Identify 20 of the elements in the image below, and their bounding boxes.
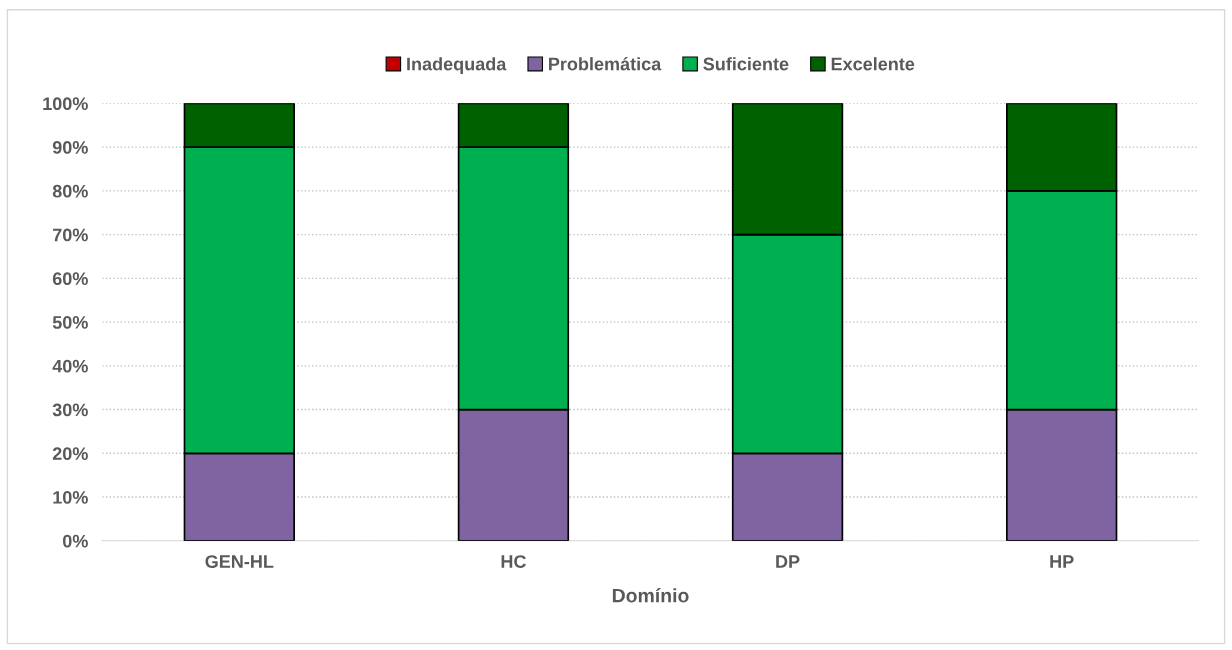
y-tick-label: 40% <box>52 359 88 373</box>
y-tick-label: 90% <box>52 141 88 154</box>
y-tick-label: 20% <box>52 447 88 461</box>
x-tick-label: GEN-HL <box>205 555 274 568</box>
x-tick-label: DP <box>776 555 800 568</box>
legend-label: Excelente <box>831 57 915 71</box>
y-tick-label: 80% <box>52 184 88 198</box>
y-tick-label: 30% <box>52 403 88 417</box>
y-tick-label: 70% <box>53 228 88 242</box>
legend-label: Problemática <box>549 56 662 71</box>
y-tick-label: 0% <box>62 534 88 548</box>
y-tick-label: 50% <box>52 316 88 329</box>
legend-label: Inadequada <box>407 57 507 74</box>
y-tick-label: 10% <box>53 490 88 504</box>
x-tick-label: HC <box>501 555 526 568</box>
legend-label: Suficiente <box>703 57 789 71</box>
y-tick-label: 100% <box>43 97 88 111</box>
x-axis-title: Domínio <box>612 588 689 603</box>
y-tick-label: 60% <box>52 272 88 286</box>
x-tick-label: HP <box>1050 555 1074 568</box>
